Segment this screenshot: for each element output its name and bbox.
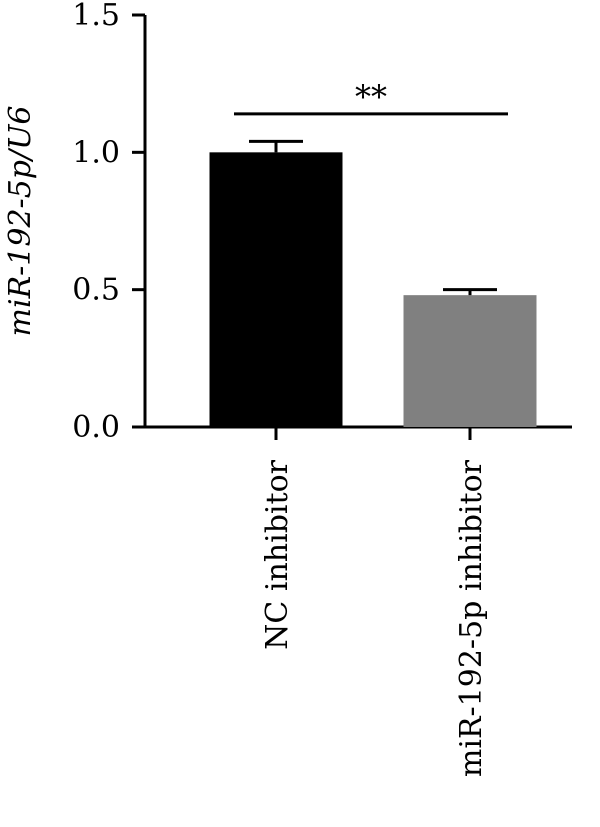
y-tick-label: 0.0 (72, 410, 120, 445)
x-tick-label: miR-192-5p inhibitor (454, 459, 489, 777)
significance-annotations: ** (234, 78, 508, 116)
significance-label: ** (355, 78, 387, 116)
bar (403, 295, 537, 427)
x-tick-label: NC inhibitor (260, 459, 295, 649)
x-axis-ticks: NC inhibitor miR-192-5p inhibitor (260, 427, 489, 777)
y-axis-ticks: 0.0 0.5 1.0 1.5 (72, 0, 145, 445)
y-tick-label: 1.5 (72, 0, 120, 33)
y-tick-label: 0.5 (72, 273, 120, 308)
y-tick-label: 1.0 (72, 135, 120, 170)
bars (209, 139, 537, 428)
bar (209, 152, 343, 428)
y-axis-label: miR-192-5p/U6 (3, 106, 38, 337)
